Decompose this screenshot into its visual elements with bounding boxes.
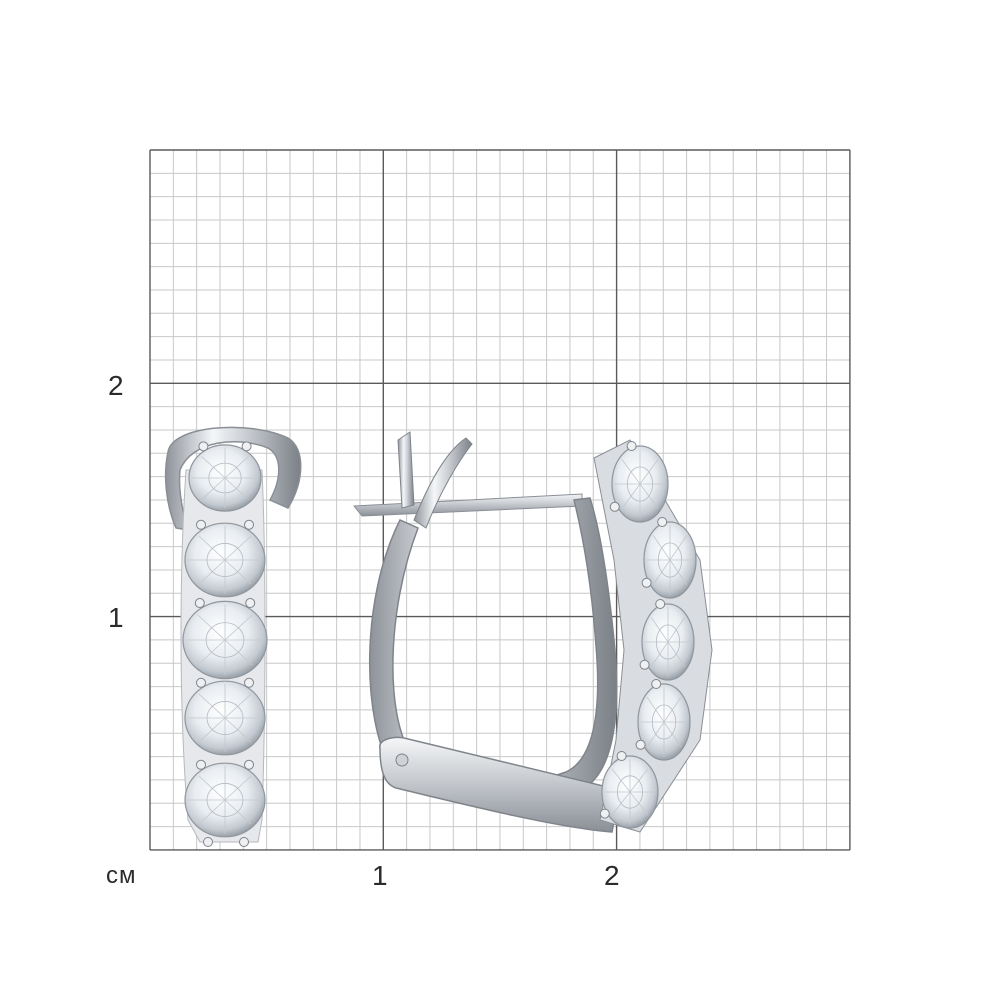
y-tick-label-1: 1 <box>108 602 124 633</box>
prong <box>616 751 627 761</box>
gemstone <box>641 603 695 681</box>
unit-label: см <box>106 862 137 889</box>
gemstone <box>188 444 262 512</box>
earring-clasp-pin-2 <box>413 437 473 529</box>
prong <box>657 517 668 527</box>
gemstone <box>601 755 659 829</box>
prong <box>655 599 666 609</box>
prong <box>203 837 213 847</box>
prong <box>196 759 206 770</box>
gemstone <box>184 762 266 838</box>
prong <box>244 677 254 688</box>
x-tick-label-1: 1 <box>372 860 388 891</box>
prong <box>241 441 252 452</box>
prong <box>599 808 610 819</box>
prong <box>196 519 206 530</box>
gemstone <box>643 521 697 599</box>
prong <box>641 577 652 588</box>
side-stone-row <box>599 441 697 829</box>
prong <box>626 441 637 451</box>
gemstone <box>611 445 669 523</box>
earring-clasp-pin <box>397 431 415 509</box>
gemstone <box>182 600 268 680</box>
gemstone <box>184 522 266 598</box>
earring-side-view <box>353 431 713 833</box>
prong <box>639 659 650 670</box>
prong <box>198 441 209 452</box>
prong <box>194 598 205 609</box>
earring-hook-bar <box>353 493 583 517</box>
prong <box>244 759 254 770</box>
earring-hinge-rivet <box>395 753 409 767</box>
grid-major-lines <box>149 149 851 851</box>
prong <box>651 679 662 689</box>
earring-front-view <box>164 426 302 847</box>
prong <box>239 837 249 847</box>
gemstone <box>637 683 691 761</box>
gemstone <box>184 680 266 756</box>
prong <box>245 598 256 609</box>
earring-hinge-plate <box>379 736 621 833</box>
prong <box>196 677 206 688</box>
y-tick-label-2: 2 <box>108 370 124 401</box>
prong <box>244 519 254 530</box>
front-stone-row <box>182 441 268 847</box>
x-tick-label-2: 2 <box>604 860 620 891</box>
prong <box>609 501 620 512</box>
prong <box>635 739 646 750</box>
